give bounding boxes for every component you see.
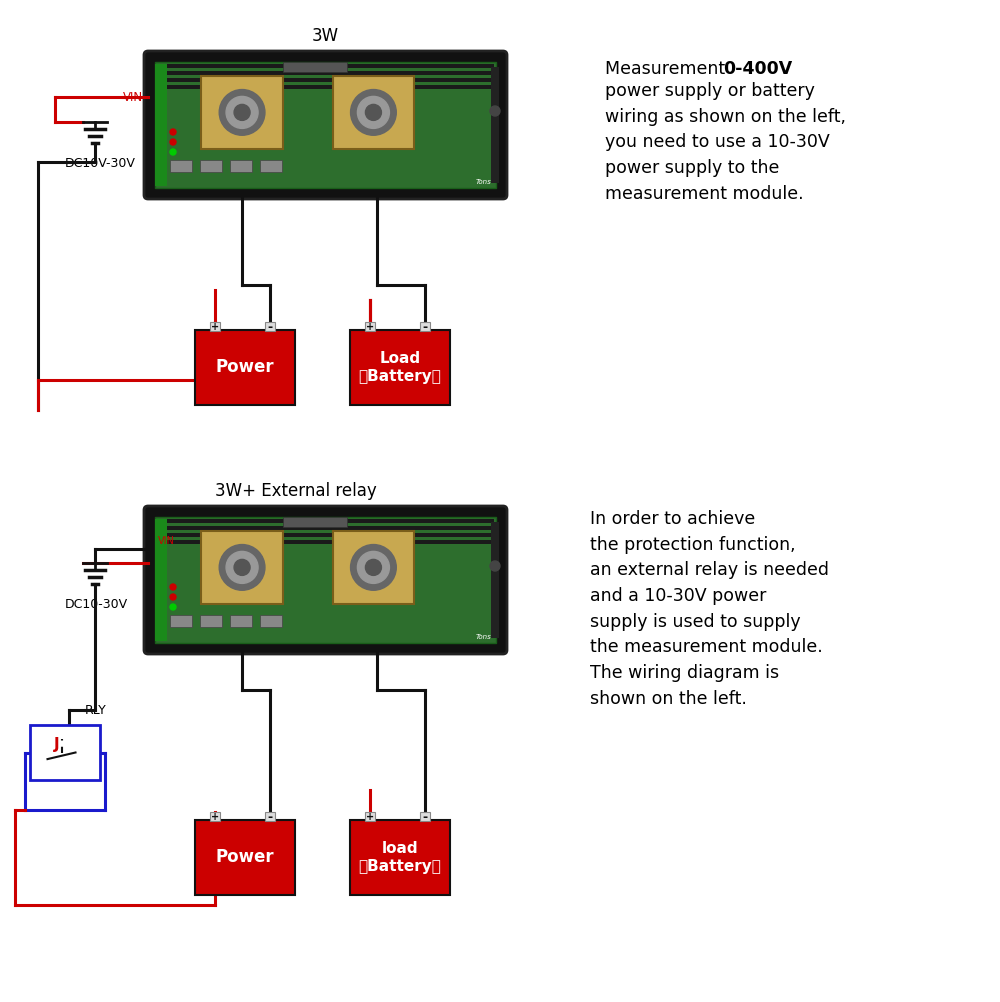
Bar	[210, 322, 220, 331]
Bar	[157, 519, 494, 523]
Text: VIN: VIN	[123, 90, 143, 103]
Bar	[333, 531, 414, 604]
Text: Tons: Tons	[475, 634, 491, 640]
Bar	[200, 160, 222, 172]
Circle shape	[351, 544, 396, 590]
Bar	[155, 517, 496, 643]
Bar	[260, 615, 282, 627]
Bar	[170, 160, 192, 172]
Circle shape	[219, 89, 265, 135]
Text: In order to achieve
the protection function,
an external relay is needed
and a 1: In order to achieve the protection funct…	[590, 510, 829, 707]
Bar	[155, 64, 167, 186]
Bar	[230, 615, 252, 627]
Text: VIN: VIN	[158, 536, 175, 546]
Bar	[283, 62, 347, 72]
Bar	[201, 76, 283, 149]
Text: power supply or battery
wiring as shown on the left,
you need to use a 10-30V
po: power supply or battery wiring as shown …	[605, 82, 846, 202]
Text: -: -	[267, 811, 273, 824]
Text: +: +	[211, 322, 219, 332]
Circle shape	[490, 106, 500, 116]
Bar	[350, 330, 450, 405]
Bar	[260, 160, 282, 172]
Bar	[155, 519, 167, 641]
Circle shape	[351, 89, 396, 135]
Circle shape	[226, 551, 258, 583]
Bar	[491, 67, 499, 183]
Text: Measurement: Measurement	[605, 60, 736, 78]
Bar	[365, 322, 375, 331]
FancyBboxPatch shape	[144, 51, 507, 199]
Bar	[157, 540, 494, 544]
Bar	[157, 78, 494, 82]
Bar	[350, 820, 450, 895]
Bar	[265, 322, 275, 331]
Circle shape	[170, 139, 176, 145]
Bar	[210, 812, 220, 821]
Bar	[201, 531, 283, 604]
Text: Power: Power	[216, 849, 274, 867]
Circle shape	[365, 559, 381, 575]
Bar	[420, 322, 430, 331]
Bar	[283, 517, 347, 527]
Circle shape	[226, 96, 258, 128]
Circle shape	[365, 104, 381, 120]
Bar	[155, 62, 496, 188]
Text: +: +	[211, 812, 219, 822]
Bar	[30, 725, 100, 780]
Circle shape	[234, 559, 250, 575]
Circle shape	[357, 96, 389, 128]
Text: Power: Power	[216, 359, 274, 377]
Circle shape	[170, 594, 176, 600]
Bar	[157, 526, 494, 530]
Bar	[157, 85, 494, 89]
Text: 0-400V: 0-400V	[723, 60, 792, 78]
Bar	[170, 615, 192, 627]
Text: 3W: 3W	[312, 27, 339, 45]
Text: DC10V-30V: DC10V-30V	[65, 157, 136, 170]
Text: -: -	[422, 811, 428, 824]
Circle shape	[170, 149, 176, 155]
Circle shape	[234, 104, 250, 120]
Text: DC10-30V: DC10-30V	[65, 598, 128, 611]
Bar	[420, 812, 430, 821]
Bar	[265, 812, 275, 821]
Bar	[195, 330, 295, 405]
Bar	[200, 615, 222, 627]
Bar	[365, 812, 375, 821]
Circle shape	[357, 551, 389, 583]
Circle shape	[490, 561, 500, 571]
Text: 3W+ External relay: 3W+ External relay	[215, 482, 376, 500]
Bar	[195, 820, 295, 895]
Text: J: J	[54, 736, 59, 752]
FancyBboxPatch shape	[144, 506, 507, 654]
Text: +: +	[366, 322, 374, 332]
Text: Load
（Battery）: Load （Battery）	[359, 351, 441, 385]
Bar	[157, 533, 494, 537]
Text: Tons: Tons	[475, 179, 491, 185]
Text: +: +	[366, 812, 374, 822]
Text: RLY: RLY	[85, 703, 107, 716]
Bar	[157, 64, 494, 68]
Bar	[491, 522, 499, 638]
Circle shape	[170, 584, 176, 590]
Bar	[333, 76, 414, 149]
Circle shape	[219, 544, 265, 590]
Circle shape	[170, 129, 176, 135]
Bar	[230, 160, 252, 172]
Text: -: -	[422, 321, 428, 334]
Bar	[157, 71, 494, 75]
Text: load
（Battery）: load （Battery）	[359, 841, 441, 875]
Text: -: -	[267, 321, 273, 334]
Circle shape	[170, 604, 176, 610]
